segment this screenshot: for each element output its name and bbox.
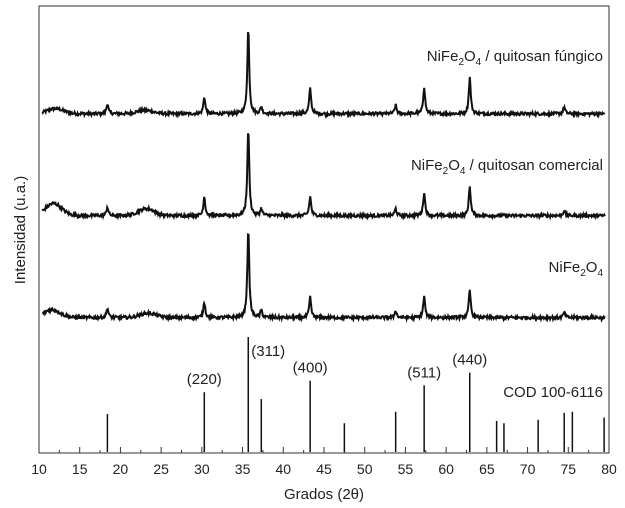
hkl-label: (311) xyxy=(251,343,285,360)
x-axis-title: Grados (2θ) xyxy=(284,486,364,503)
hkl-label: (511) xyxy=(407,364,441,381)
reference-label: COD 100-6116 xyxy=(503,384,603,401)
series-label: NiFe2O4 xyxy=(549,259,604,279)
x-tick-label: 15 xyxy=(72,461,88,477)
reference-pattern: (220) (311) (400) (511) (440) COD 100-6116 xyxy=(106,337,605,452)
series-label-part: 2 xyxy=(580,268,586,279)
series-label-part: / quitosan fúngico xyxy=(481,48,603,65)
x-tick-label: 50 xyxy=(357,461,373,477)
series-label: NiFe2O4 / quitosan comercial xyxy=(411,157,603,177)
x-tick-label: 75 xyxy=(560,461,576,477)
x-axis: 10 15 20 25 30 35 40 45 50 55 60 65 70 75 80 xyxy=(31,447,617,477)
x-tick-label: 30 xyxy=(194,461,210,477)
x-tick-label: 35 xyxy=(235,461,251,477)
series-label-part: O xyxy=(586,259,598,276)
x-tick-label: 60 xyxy=(438,461,454,477)
series-label-part: 4 xyxy=(460,166,466,177)
series-label-part: NiFe xyxy=(427,48,459,65)
series-label-part: 4 xyxy=(476,57,482,68)
series-label-part: 4 xyxy=(597,268,603,279)
hkl-label: (400) xyxy=(293,360,328,377)
series-label-part: NiFe xyxy=(549,259,581,276)
plot-area xyxy=(41,31,606,324)
x-tick-label: 80 xyxy=(601,461,617,477)
x-tick-label: 55 xyxy=(398,461,414,477)
series-label-part: O xyxy=(448,157,460,174)
series-line xyxy=(41,133,606,221)
series-label-part: NiFe xyxy=(411,157,443,174)
x-tick-label: 45 xyxy=(316,461,332,477)
series-line xyxy=(42,233,606,324)
x-tick-label: 10 xyxy=(31,461,47,477)
series-label-part: 2 xyxy=(443,166,449,177)
y-axis-title: Intensidad (u.a.) xyxy=(12,176,29,284)
x-tick-label: 25 xyxy=(153,461,169,477)
hkl-label: (440) xyxy=(452,352,487,369)
x-tick-label: 65 xyxy=(479,461,495,477)
x-tick-label: 20 xyxy=(113,461,129,477)
x-tick-label: 70 xyxy=(520,461,536,477)
x-tick-label: 40 xyxy=(275,461,291,477)
series-label-part: / quitosan comercial xyxy=(465,157,603,174)
series-label-part: O xyxy=(464,48,476,65)
series-label-part: 2 xyxy=(458,57,464,68)
series-line xyxy=(41,31,606,119)
series-label: NiFe2O4 / quitosan fúngico xyxy=(427,48,603,68)
hkl-label: (220) xyxy=(187,371,222,388)
